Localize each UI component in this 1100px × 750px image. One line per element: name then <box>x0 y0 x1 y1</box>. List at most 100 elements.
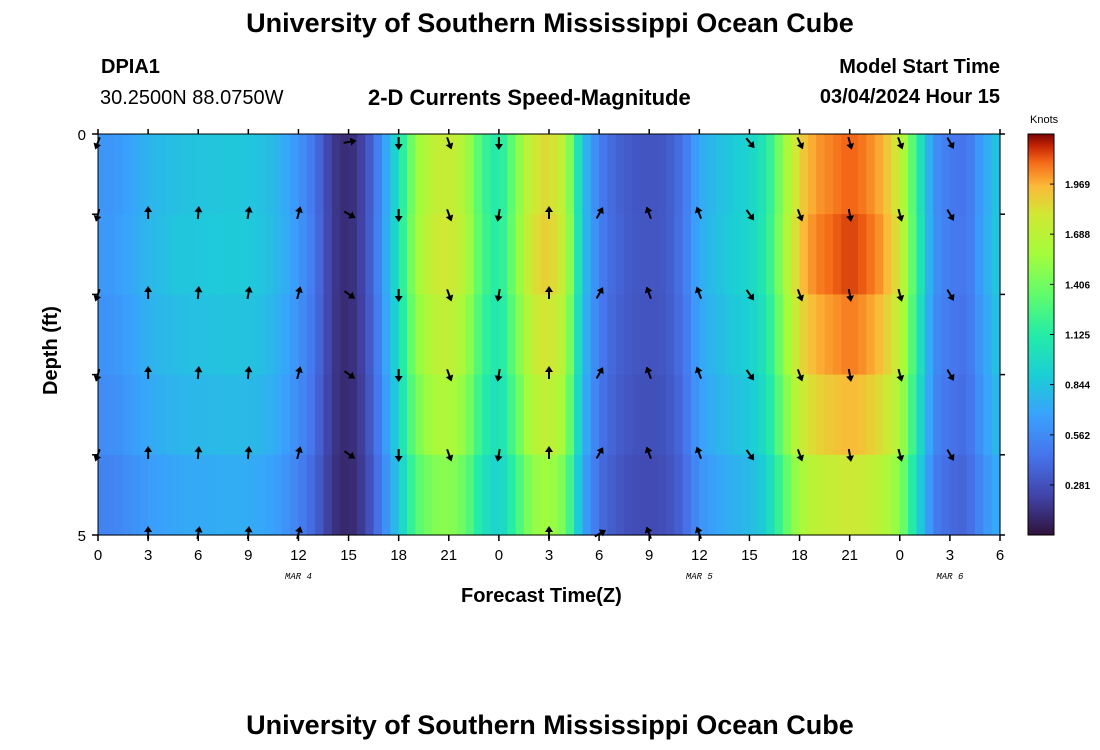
heatmap-cell <box>799 454 809 536</box>
heatmap-cell <box>699 374 709 456</box>
heatmap-cell <box>423 454 433 536</box>
heatmap-cell <box>549 454 558 536</box>
heatmap-cell <box>298 214 308 295</box>
heatmap-cell <box>440 134 450 215</box>
heatmap-cell <box>156 294 166 376</box>
heatmap-cell <box>849 374 859 456</box>
heatmap-cell <box>306 214 316 295</box>
current-vector-arrow <box>244 446 253 460</box>
current-vector-arrow <box>595 207 604 219</box>
heatmap-cell <box>273 294 283 376</box>
heatmap-cell <box>98 294 107 376</box>
heatmap-cell <box>674 454 684 536</box>
heatmap-cell <box>582 134 592 215</box>
heatmap-cell <box>599 214 609 295</box>
current-vector-arrow <box>846 368 854 382</box>
heatmap-cell <box>440 214 450 295</box>
heatmap-cell <box>365 374 375 456</box>
heatmap-cell <box>657 294 667 376</box>
heatmap-cell <box>265 374 274 456</box>
x-tick-label: 6 <box>194 547 202 564</box>
current-vector-arrow <box>494 137 503 150</box>
heatmap-cell <box>791 454 801 536</box>
x-tick-label: 3 <box>946 547 954 564</box>
current-vector-arrow <box>194 446 203 460</box>
heatmap-cell <box>574 294 584 376</box>
x-tick-label: 3 <box>545 547 553 564</box>
heatmap-cell <box>883 294 893 376</box>
current-vector-arrow <box>244 366 253 380</box>
heatmap-cell <box>858 214 867 295</box>
heatmap-cell <box>415 454 425 536</box>
heatmap-cell <box>365 454 375 536</box>
heatmap-cell <box>315 454 325 536</box>
heatmap-cell <box>331 294 341 376</box>
heatmap-cell <box>974 454 984 536</box>
heatmap-cell <box>256 294 266 376</box>
current-vector-arrow <box>694 526 703 540</box>
heatmap-cell <box>816 294 826 376</box>
heatmap-cell <box>231 214 241 295</box>
heatmap-cell <box>507 454 517 536</box>
heatmap-cell <box>983 374 993 456</box>
heatmap-cell <box>974 374 984 456</box>
heatmap-cell <box>958 374 968 456</box>
heatmap-cell <box>824 454 834 536</box>
heatmap-cell <box>532 454 542 536</box>
heatmap-cell <box>398 374 408 456</box>
heatmap-cell <box>340 134 350 215</box>
heatmap-cell <box>173 294 183 376</box>
heatmap-cell <box>323 134 333 215</box>
heatmap-cell <box>239 294 249 376</box>
heatmap-cell <box>682 374 692 456</box>
heatmap-cell <box>974 214 984 295</box>
current-vector-arrow <box>343 370 356 379</box>
current-vector-arrow <box>394 449 403 462</box>
heatmap-cell <box>791 294 801 376</box>
heatmap-cell <box>507 134 517 215</box>
heatmap-cell <box>482 294 492 376</box>
heatmap-cell <box>189 134 199 215</box>
current-vector-arrow <box>896 448 905 462</box>
heatmap-cell <box>949 454 959 536</box>
heatmap-cell <box>991 374 1001 456</box>
heatmap-cell <box>540 294 550 376</box>
heatmap-cell <box>665 374 675 456</box>
x-tick-label: 6 <box>996 547 1004 564</box>
heatmap-cell <box>649 374 659 456</box>
heatmap-cell <box>290 454 300 536</box>
heatmap-cell <box>874 374 884 456</box>
heatmap-cell <box>198 214 208 295</box>
heatmap-cell <box>423 134 433 215</box>
current-vector-arrow <box>745 289 755 301</box>
heatmap-cell <box>757 134 767 215</box>
current-vector-arrow <box>896 208 905 222</box>
current-vector-arrow <box>343 290 356 299</box>
heatmap-cell <box>640 374 650 456</box>
heatmap-cell <box>916 374 926 456</box>
heatmap-cell <box>766 214 776 295</box>
colorbar-tick-label: 1.406 <box>1065 280 1090 291</box>
heatmap-cell <box>356 374 366 456</box>
heatmap-cell <box>908 454 918 536</box>
heatmap-cell <box>381 214 391 295</box>
x-tick-label: 6 <box>595 547 603 564</box>
heatmap-cell <box>206 214 216 295</box>
heatmap-cell <box>891 374 901 456</box>
x-tick-label: 0 <box>94 547 102 564</box>
x-tick-label: 3 <box>144 547 152 564</box>
heatmap-cell <box>331 134 341 215</box>
heatmap-cell <box>306 374 316 456</box>
heatmap-cell <box>782 374 792 456</box>
heatmap-cell <box>582 374 592 456</box>
heatmap-cell <box>315 214 325 295</box>
heatmap-cell <box>323 374 333 456</box>
x-tick-label: 9 <box>645 547 653 564</box>
heatmap-cell <box>457 134 467 215</box>
heatmap-cell <box>607 134 617 215</box>
heatmap-cell <box>198 454 208 536</box>
heatmap-cell <box>991 214 1001 295</box>
heatmap-cell <box>365 294 375 376</box>
heatmap-cell <box>891 134 901 215</box>
heatmap-cell <box>248 134 258 215</box>
